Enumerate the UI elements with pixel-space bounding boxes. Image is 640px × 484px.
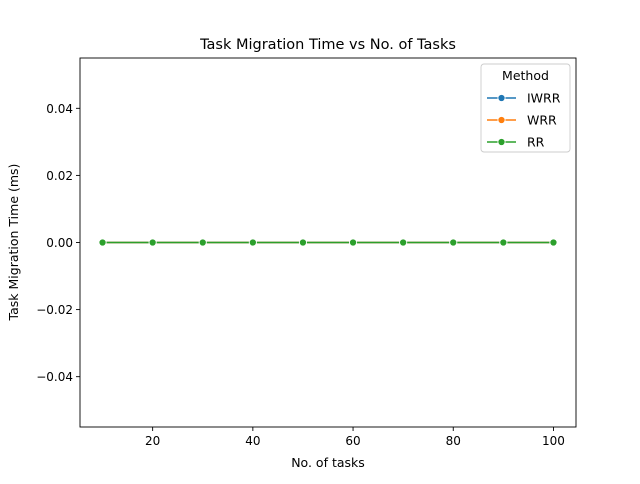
data-point-rr [449,238,458,247]
x-tick-label: 20 [145,434,160,448]
axes-frame [79,57,577,428]
y-axis-label: Task Migration Time (ms) [6,164,21,322]
legend-frame [480,63,571,153]
x-axis-label: No. of tasks [291,455,365,470]
data-point-rr [499,238,508,247]
y-tick-label: 0.02 [46,169,73,183]
data-point-rr [399,238,408,247]
legend-marker-wrr [497,115,506,125]
legend-marker-rr [497,137,506,147]
data-point-rr [549,238,558,247]
chart-title: Task Migration Time vs No. of Tasks [199,37,456,53]
legend: Method IWRR WRR RR [480,63,571,153]
x-tick-label: 80 [446,434,461,448]
y-tick-label: 0.00 [46,236,73,250]
legend-label-iwrr: IWRR [527,91,561,106]
data-point-rr [198,238,207,247]
data-point-rr [98,238,107,247]
plot-area: 20 40 60 80 100 −0.04 −0.02 0.00 0.02 0.04 [36,57,577,448]
x-tick-label: 40 [245,434,260,448]
legend-marker-iwrr [497,93,506,103]
data-point-rr [148,238,157,247]
legend-title: Method [502,68,549,83]
legend-label-wrr: WRR [527,113,557,128]
y-tick-label: −0.04 [36,370,73,384]
x-tick-label: 100 [542,434,565,448]
data-point-rr [349,238,358,247]
legend-label-rr: RR [527,135,545,150]
x-tick-label: 60 [345,434,360,448]
y-tick-label: −0.02 [36,303,73,317]
data-point-rr [248,238,257,247]
data-point-rr [298,238,307,247]
y-tick-label: 0.04 [46,102,73,116]
